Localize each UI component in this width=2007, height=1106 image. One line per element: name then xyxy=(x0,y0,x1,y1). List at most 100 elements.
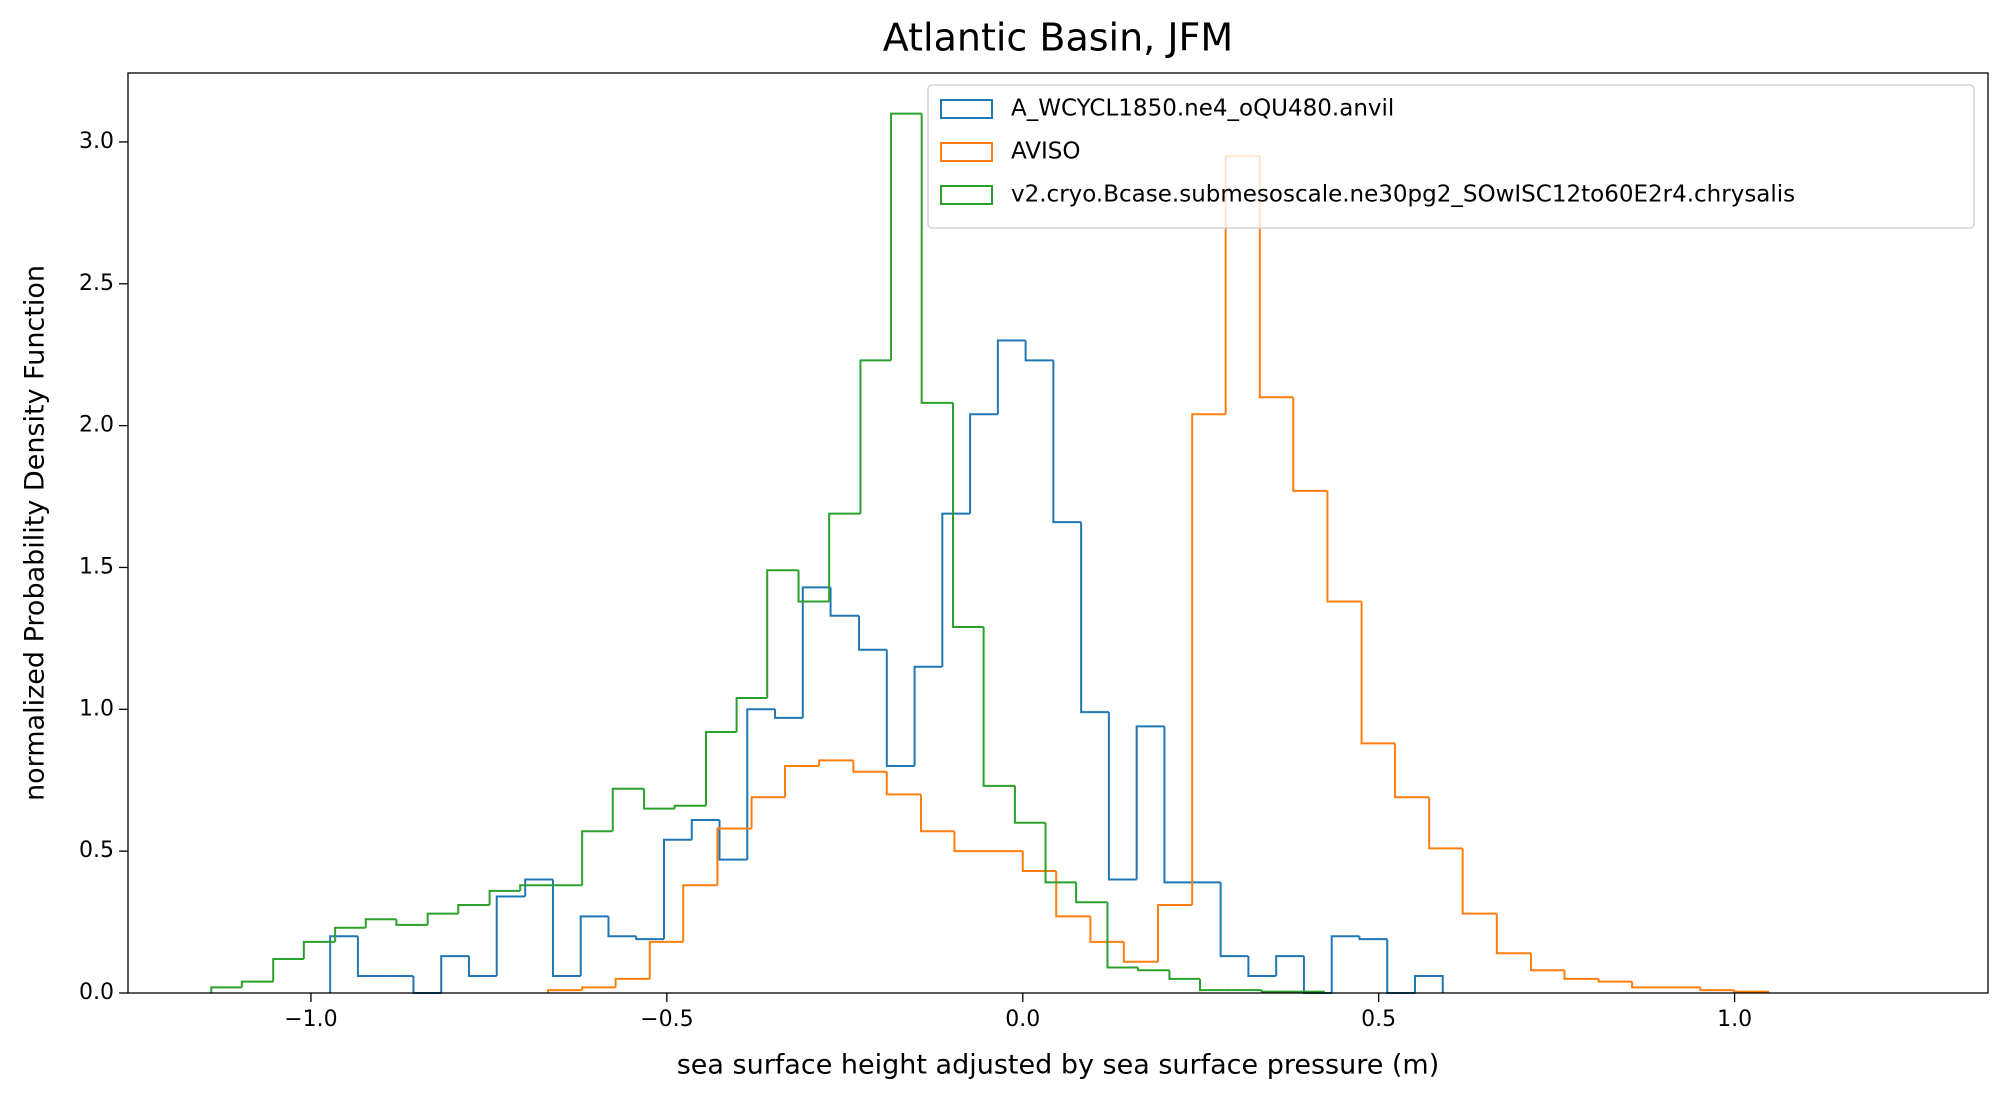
histogram-step xyxy=(920,113,954,404)
histogram-step xyxy=(801,586,831,718)
histogram-step xyxy=(495,895,526,976)
histogram-step xyxy=(1247,956,1277,977)
histogram-step xyxy=(210,986,242,993)
histogram-step xyxy=(1191,413,1226,906)
histogram-step xyxy=(673,804,707,809)
histogram-step xyxy=(1168,970,1201,980)
histogram-step xyxy=(467,956,497,977)
histogram-step xyxy=(1631,981,1667,989)
histogram-step xyxy=(716,827,752,886)
histogram-step xyxy=(581,830,613,886)
histogram-step xyxy=(1024,340,1054,362)
histogram-step xyxy=(1275,955,1304,976)
x-tick-label: 0.5 xyxy=(1361,1007,1396,1032)
histogram-step xyxy=(607,916,637,938)
histogram-step xyxy=(581,986,616,991)
histogram-step xyxy=(1358,936,1388,941)
histogram-step xyxy=(524,878,553,897)
histogram-step xyxy=(750,796,786,829)
histogram-step xyxy=(1107,712,1137,881)
histogram-step xyxy=(488,889,521,906)
histogram-step xyxy=(982,627,1015,787)
histogram-step xyxy=(1326,490,1362,603)
histogram-step xyxy=(579,915,609,976)
histogram-step xyxy=(1122,941,1159,963)
histogram-step xyxy=(356,936,386,977)
histogram-step xyxy=(1080,522,1109,714)
histogram-step xyxy=(1258,156,1294,399)
histogram-step xyxy=(885,649,915,768)
histogram-step xyxy=(953,831,989,853)
legend-label: AVISO xyxy=(1011,139,1080,165)
histogram-step xyxy=(1394,743,1430,799)
histogram-step xyxy=(364,918,397,928)
histogram-step xyxy=(329,935,358,993)
histogram-step xyxy=(797,570,830,603)
histogram-step xyxy=(426,912,459,925)
histogram-step xyxy=(996,339,1026,415)
x-tick-label: −1.0 xyxy=(284,1007,337,1032)
legend: A_WCYCL1850.ne4_oQU480.anvil AVISO v2.cryo… xyxy=(927,84,1975,229)
histogram-step xyxy=(1428,797,1463,850)
histogram-step xyxy=(1219,882,1249,958)
histogram-step xyxy=(859,359,892,514)
legend-box xyxy=(927,84,1975,229)
histogram-step xyxy=(718,819,748,861)
legend-swatch xyxy=(940,99,993,119)
histogram-step xyxy=(890,112,922,361)
histogram-step xyxy=(829,587,860,617)
histogram-step xyxy=(1699,987,1734,992)
histogram-step xyxy=(1413,974,1444,993)
histogram-step xyxy=(1386,939,1415,994)
histogram-step xyxy=(648,940,684,979)
histogram-step xyxy=(941,512,971,667)
histogram-step xyxy=(690,818,720,840)
histogram-step xyxy=(1260,990,1293,993)
histogram-step xyxy=(682,884,718,942)
histogram-step xyxy=(1302,956,1332,994)
legend-swatch xyxy=(940,142,993,162)
axes-frame xyxy=(127,72,1989,994)
histogram-step xyxy=(818,759,854,767)
histogram-step xyxy=(952,402,984,629)
histogram-step xyxy=(334,926,366,942)
histogram-step xyxy=(440,955,469,993)
chart-title: Atlantic Basin, JFM xyxy=(883,16,1233,60)
histogram-step xyxy=(1461,848,1497,915)
histogram-step xyxy=(519,884,552,891)
legend-label: v2.cryo.Bcase.submesoscale.ne30pg2_SOwIS… xyxy=(1011,182,1795,208)
histogram-step xyxy=(1330,935,1360,993)
histogram-step xyxy=(1495,913,1532,955)
histogram-step xyxy=(614,977,650,988)
histogram-step xyxy=(1106,902,1139,969)
y-tick-label: 2.5 xyxy=(79,271,114,296)
plot-area xyxy=(210,112,1770,994)
histogram-step xyxy=(1052,360,1082,524)
histogram-step xyxy=(919,794,955,833)
histogram-step xyxy=(1292,397,1328,492)
histogram-step xyxy=(1597,978,1633,983)
histogram-step xyxy=(1089,916,1124,943)
y-tick-label: 0.0 xyxy=(79,980,114,1005)
histogram-step xyxy=(1732,990,1770,993)
histogram-step xyxy=(735,696,768,733)
histogram-step xyxy=(1137,967,1170,972)
histogram-step xyxy=(546,989,583,993)
histogram-step xyxy=(913,665,943,767)
histogram-step xyxy=(1360,601,1396,745)
histogram-step xyxy=(705,731,737,806)
histogram-step xyxy=(302,940,336,959)
histogram-step xyxy=(395,919,428,926)
histogram-step xyxy=(858,615,887,651)
histogram-step xyxy=(885,771,921,796)
histogram-step xyxy=(663,838,692,940)
y-tick-label: 1.0 xyxy=(79,696,114,721)
histogram-step xyxy=(1157,904,1193,962)
histogram-step xyxy=(828,512,861,602)
histogram-step xyxy=(774,709,803,719)
histogram-step xyxy=(1163,726,1193,884)
histogram-step xyxy=(643,788,675,810)
x-tick-label: 1.0 xyxy=(1717,1007,1752,1032)
